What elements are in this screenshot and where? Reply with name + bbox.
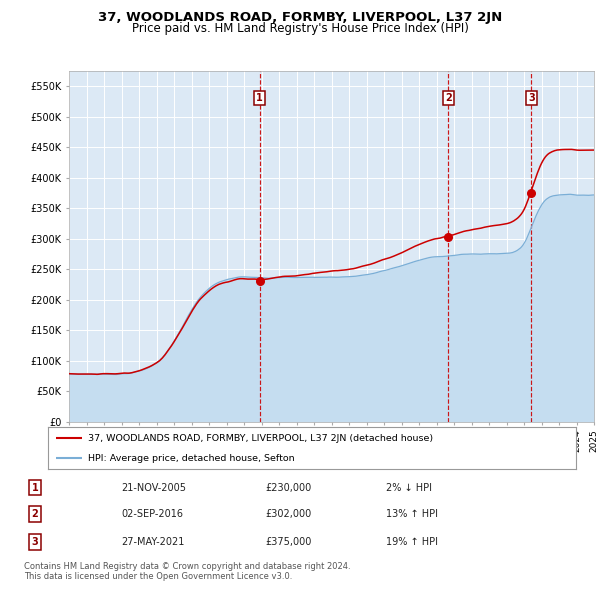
Text: 37, WOODLANDS ROAD, FORMBY, LIVERPOOL, L37 2JN: 37, WOODLANDS ROAD, FORMBY, LIVERPOOL, L… <box>98 11 502 24</box>
Text: 13% ↑ HPI: 13% ↑ HPI <box>386 509 439 519</box>
Text: £230,000: £230,000 <box>265 483 311 493</box>
Text: 37, WOODLANDS ROAD, FORMBY, LIVERPOOL, L37 2JN (detached house): 37, WOODLANDS ROAD, FORMBY, LIVERPOOL, L… <box>88 434 433 443</box>
Text: 21-NOV-2005: 21-NOV-2005 <box>121 483 187 493</box>
Text: 3: 3 <box>32 537 38 547</box>
Text: 2% ↓ HPI: 2% ↓ HPI <box>386 483 433 493</box>
Text: Contains HM Land Registry data © Crown copyright and database right 2024.
This d: Contains HM Land Registry data © Crown c… <box>24 562 350 581</box>
Text: Price paid vs. HM Land Registry's House Price Index (HPI): Price paid vs. HM Land Registry's House … <box>131 22 469 35</box>
Text: 2: 2 <box>445 93 452 103</box>
Text: 19% ↑ HPI: 19% ↑ HPI <box>386 537 439 547</box>
Text: £375,000: £375,000 <box>265 537 312 547</box>
Text: 1: 1 <box>256 93 263 103</box>
Text: 3: 3 <box>528 93 535 103</box>
Text: 02-SEP-2016: 02-SEP-2016 <box>121 509 184 519</box>
Text: HPI: Average price, detached house, Sefton: HPI: Average price, detached house, Seft… <box>88 454 294 463</box>
Text: £302,000: £302,000 <box>265 509 311 519</box>
Text: 1: 1 <box>32 483 38 493</box>
Text: 2: 2 <box>32 509 38 519</box>
Text: 27-MAY-2021: 27-MAY-2021 <box>121 537 185 547</box>
